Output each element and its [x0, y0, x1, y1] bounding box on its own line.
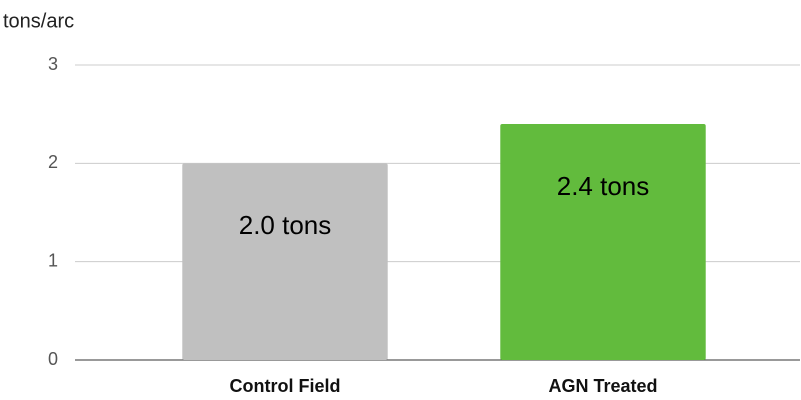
- y-tick-label: 0: [48, 349, 58, 369]
- y-tick-label: 2: [48, 152, 58, 172]
- y-axis-title: tons/arc: [3, 10, 74, 32]
- data-label: 2.0 tons: [239, 210, 332, 240]
- x-tick-label: Control Field: [230, 376, 341, 396]
- bar: [182, 163, 388, 360]
- y-tick-label: 3: [48, 54, 58, 74]
- y-tick-label: 1: [48, 250, 58, 270]
- data-label: 2.4 tons: [557, 171, 650, 201]
- x-tick-label: AGN Treated: [548, 376, 657, 396]
- bar: [500, 124, 706, 360]
